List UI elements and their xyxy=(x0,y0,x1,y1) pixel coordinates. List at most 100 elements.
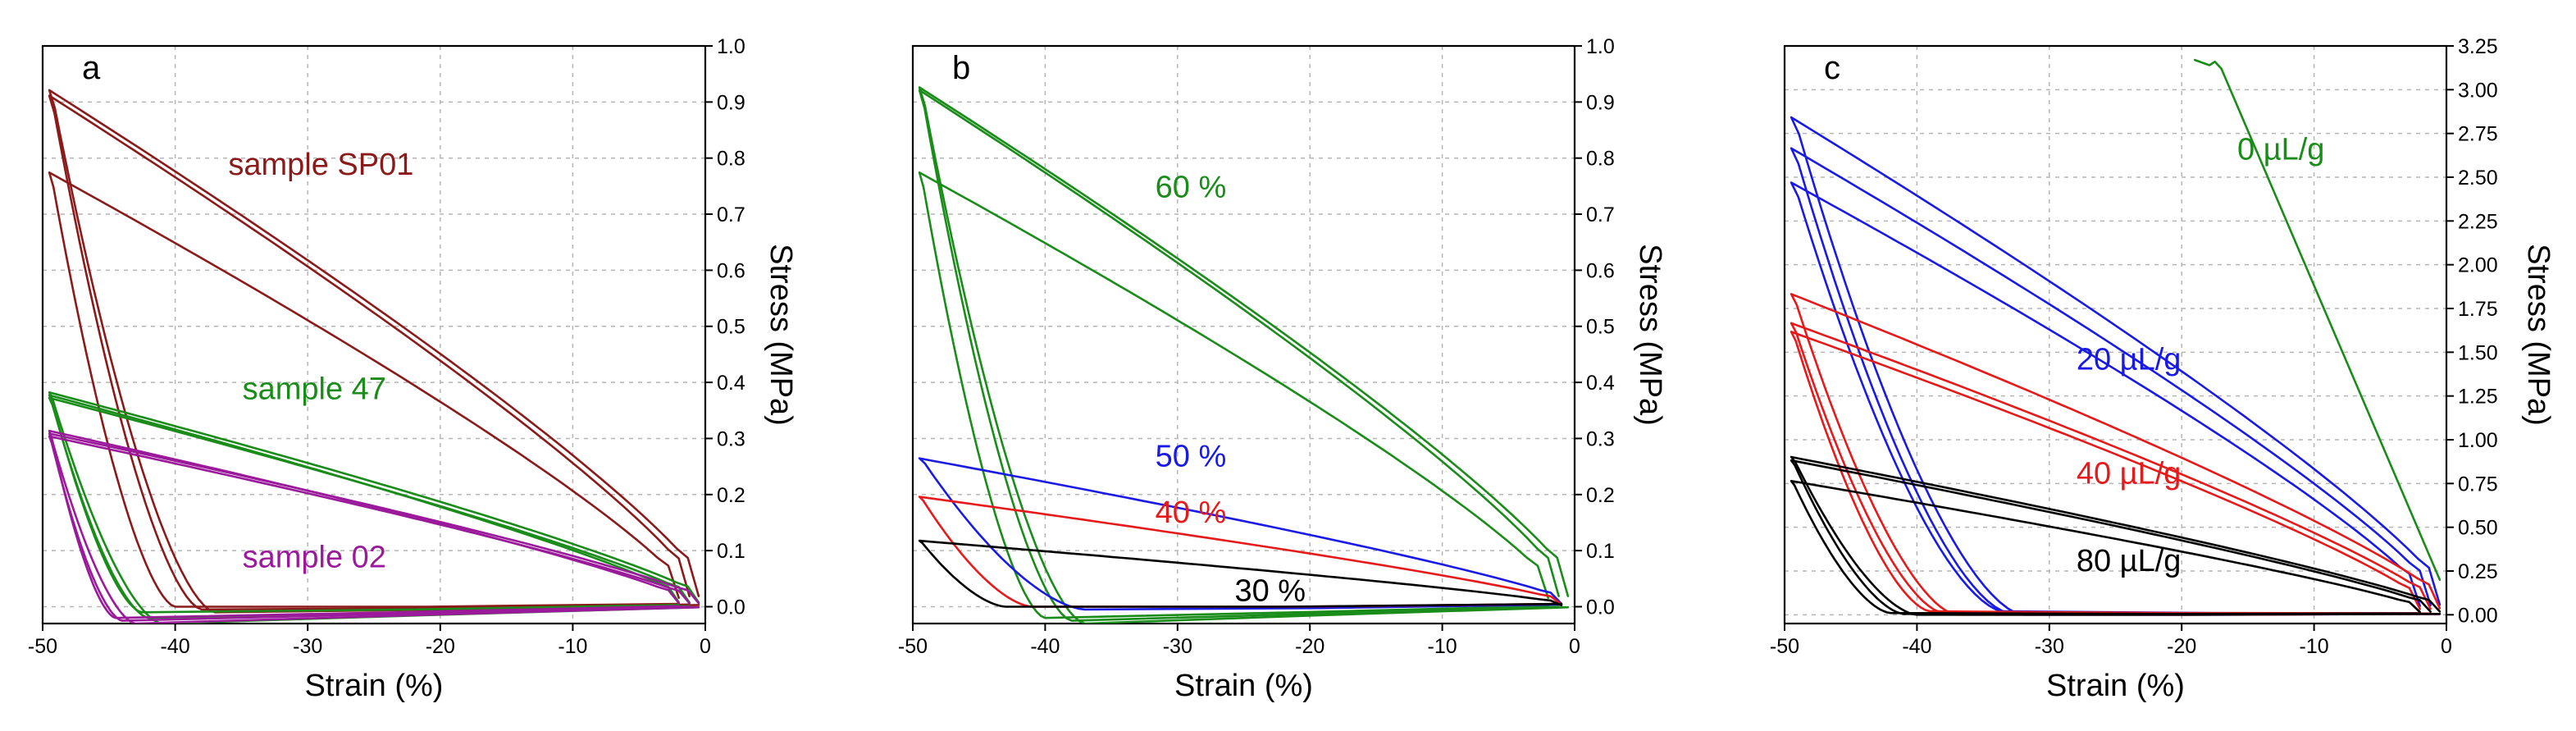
cycle-loop xyxy=(1790,293,2442,616)
plot-frame xyxy=(911,44,1576,625)
y-tick-label: 0.1 xyxy=(717,540,745,563)
series-annotation: 40 µL/g xyxy=(2077,456,2182,491)
series-sample-sp01 xyxy=(48,89,700,614)
cycle-loop xyxy=(1790,181,2421,614)
series-40- xyxy=(918,496,1563,608)
y-tick-label: 0.4 xyxy=(1586,372,1615,395)
x-tick-label: -20 xyxy=(1295,635,1324,658)
cycle-loop xyxy=(48,396,691,619)
x-tick-label: -30 xyxy=(1163,635,1192,658)
y-tick-label: 0.9 xyxy=(717,91,745,114)
series-annotation: sample SP01 xyxy=(228,148,413,182)
x-tick-label: 0 xyxy=(1569,635,1580,658)
y-axis-label: Stress (MPa) xyxy=(1633,244,1667,426)
chart-panel-b: -50 -40 -30 -20 -10 0 0.0 0.1 0.2 0.3 0.4 0.5 0.6 0.7… xyxy=(898,35,1667,703)
series-annotation: sample 02 xyxy=(243,541,386,575)
panel-label: c xyxy=(1824,50,1840,86)
y-tick-label: 0.5 xyxy=(1586,316,1615,339)
x-tick-label: -50 xyxy=(1770,635,1799,658)
series-0-l-g xyxy=(2194,58,2442,581)
cycle-loop xyxy=(48,432,700,624)
y-tick-label: 0.2 xyxy=(1586,484,1615,507)
y-tick-label: 0.75 xyxy=(2458,473,2498,496)
y-tick-label: 0.25 xyxy=(2458,560,2498,583)
x-tick-label: -20 xyxy=(426,635,455,658)
series-sample-47 xyxy=(48,391,700,624)
series-sample-02 xyxy=(48,429,700,624)
series-annotation: 0 µL/g xyxy=(2237,133,2324,167)
y-axis-label: Stress (MPa) xyxy=(764,244,798,426)
series-80-l-g xyxy=(1790,455,2442,616)
y-tick-label: 0.3 xyxy=(1586,427,1615,450)
series-annotation: 30 % xyxy=(1234,574,1306,609)
series-annotation: sample 47 xyxy=(243,372,386,407)
x-tick-label: 0 xyxy=(2441,635,2452,658)
y-tick-label: 0.5 xyxy=(717,316,745,339)
cycle-loop xyxy=(918,171,1549,619)
cycle-loop xyxy=(918,86,1570,624)
y-tick-label: 3.25 xyxy=(2458,35,2498,58)
y-tick-label: 0.8 xyxy=(717,148,745,171)
series-annotation: 40 % xyxy=(1156,496,1227,530)
y-tick-label: 1.25 xyxy=(2458,386,2498,409)
series-annotation: 60 % xyxy=(1156,171,1227,205)
y-tick-label: 0.3 xyxy=(717,427,745,450)
y-tick-label: 2.25 xyxy=(2458,210,2498,233)
y-tick-label: 0.9 xyxy=(1586,91,1615,114)
series-line xyxy=(2194,58,2442,581)
y-axis-label: Stress (MPa) xyxy=(2521,244,2555,426)
y-tick-label: 0.00 xyxy=(2458,604,2498,627)
y-tick-label: 0.6 xyxy=(1586,259,1615,282)
x-tick-label: -50 xyxy=(28,635,57,658)
cycle-loop xyxy=(1790,459,2432,616)
cycle-loop xyxy=(1790,116,2442,616)
cycle-loop xyxy=(48,171,680,608)
y-tick-label: 1.75 xyxy=(2458,298,2498,321)
x-tick-label: -30 xyxy=(2035,635,2064,658)
plot-frame xyxy=(41,44,707,625)
y-tick-label: 0.0 xyxy=(717,596,745,619)
y-tick-label: 0.6 xyxy=(717,259,745,282)
x-tick-label: -20 xyxy=(2167,635,2196,658)
cycle-loop xyxy=(48,89,700,614)
x-tick-label: -40 xyxy=(161,635,190,658)
x-tick-label: -10 xyxy=(2300,635,2329,658)
cycle-loop xyxy=(918,539,1563,608)
chart-panel-c: -50 -40 -30 -20 -10 0 0.00 0.25 0.50 0.75 1.00 1.25… xyxy=(1770,35,2555,703)
y-tick-label: 0.1 xyxy=(1586,540,1615,563)
series-40-l-g xyxy=(1790,293,2442,616)
cycle-loop xyxy=(918,89,1560,622)
x-axis-label: Strain (%) xyxy=(1174,669,1313,703)
y-tick-label: 3.00 xyxy=(2458,79,2498,102)
cycle-loop xyxy=(48,394,680,614)
cycle-loop xyxy=(1790,322,2432,615)
x-axis-label: Strain (%) xyxy=(305,669,444,703)
y-tick-label: 1.00 xyxy=(2458,429,2498,452)
cycle-loop xyxy=(1790,455,2442,616)
cycle-loop xyxy=(918,457,1563,611)
x-tick-label: -30 xyxy=(293,635,322,658)
cycle-loop xyxy=(48,391,700,624)
y-tick-label: 2.75 xyxy=(2458,123,2498,146)
cycle-loop xyxy=(48,435,691,622)
y-tick-label: 0.2 xyxy=(717,484,745,507)
y-tick-label: 0.7 xyxy=(1586,203,1615,226)
y-tick-label: 1.0 xyxy=(717,35,745,58)
y-tick-label: 2.50 xyxy=(2458,167,2498,190)
series-annotation: 80 µL/g xyxy=(2077,544,2182,578)
y-tick-label: 0.0 xyxy=(1586,596,1615,619)
series-60- xyxy=(918,86,1570,624)
series-30- xyxy=(918,539,1563,608)
x-tick-label: -40 xyxy=(1902,635,1931,658)
x-tick-label: -10 xyxy=(558,635,587,658)
y-tick-label: 0.8 xyxy=(1586,148,1615,171)
x-tick-label: -40 xyxy=(1030,635,1060,658)
y-tick-label: 0.7 xyxy=(717,203,745,226)
plot-frame xyxy=(1783,44,2448,625)
series-annotation: 20 µL/g xyxy=(2077,343,2182,377)
panel-label: b xyxy=(952,50,970,86)
cycle-loop xyxy=(1790,331,2421,614)
y-tick-label: 2.00 xyxy=(2458,254,2498,277)
series-annotation: 50 % xyxy=(1156,440,1227,474)
